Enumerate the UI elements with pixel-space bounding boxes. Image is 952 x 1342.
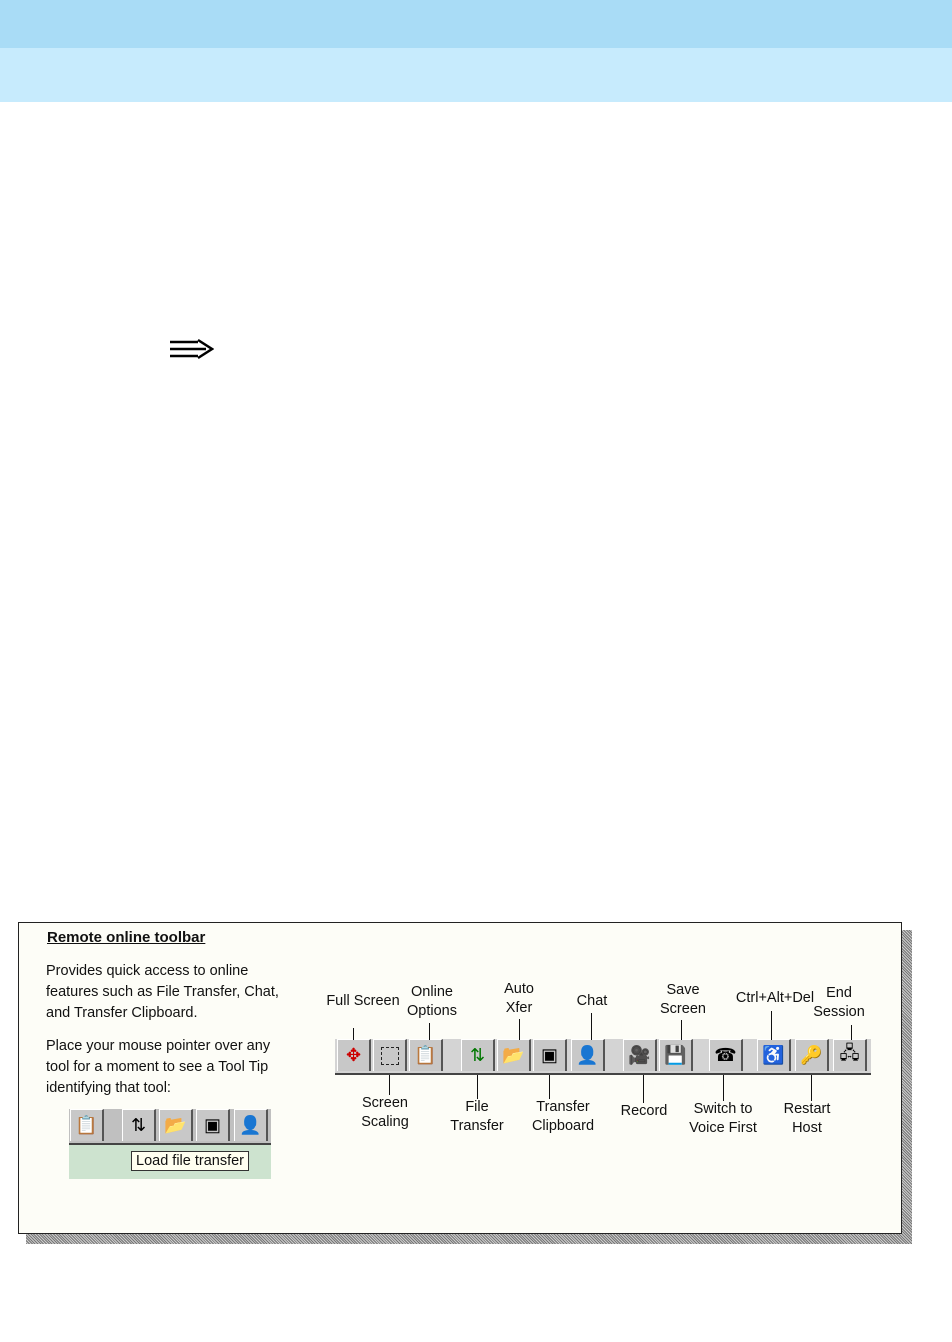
full-screen-button[interactable]: ✥ [337, 1039, 371, 1071]
leader-line [851, 1025, 852, 1040]
label-screen-scaling: Screen Scaling [361, 1095, 409, 1130]
header-bar [0, 0, 952, 48]
floppy-icon: 💾 [664, 1045, 687, 1065]
options-icon: 📋 [414, 1045, 437, 1065]
file-transfer-icon[interactable]: ⇅ [122, 1109, 156, 1141]
ctrl-alt-del-icon: ♿ [762, 1045, 785, 1065]
file-transfer-icon: ⇅ [469, 1045, 486, 1065]
leader-line [811, 1075, 812, 1101]
chat-icon: 👤 [576, 1045, 599, 1065]
label-online-options: Online Options [407, 984, 457, 1019]
label-transfer-clipboard: Transfer Clipboard [531, 1099, 595, 1134]
label-restart-host: Restart Host [783, 1101, 831, 1136]
screen-scaling-button[interactable] [373, 1039, 407, 1071]
auto-xfer-icon[interactable]: 📂 [159, 1109, 193, 1141]
leader-line [549, 1075, 550, 1099]
label-voice-first: Switch to Voice First [689, 1101, 757, 1136]
remote-toolbar: ✥ 📋 ⇅ 📂 ▣ 👤 🎥 💾 ☎ ♿ 🔑 🖧 [335, 1039, 871, 1075]
screen-scaling-icon [380, 1046, 399, 1065]
end-session-icon: 🖧 [839, 1042, 860, 1063]
note-arrow-icon [170, 338, 214, 360]
save-screen-button[interactable]: 💾 [659, 1039, 693, 1071]
leader-line [723, 1075, 724, 1101]
example-toolbar: 📋 ⇅ 📂 ▣ 👤 [69, 1109, 271, 1145]
label-record: Record [620, 1103, 668, 1119]
figure-title: Remote online toolbar [47, 929, 206, 946]
leader-line [771, 1011, 772, 1040]
ctrl-alt-del-button[interactable]: ♿ [757, 1039, 791, 1071]
leader-line [519, 1019, 520, 1040]
leader-line [477, 1075, 478, 1099]
full-screen-icon: ✥ [345, 1045, 362, 1065]
leader-line [353, 1028, 354, 1040]
label-auto-xfer: Auto Xfer [504, 981, 534, 1016]
online-options-button[interactable]: 📋 [409, 1039, 443, 1071]
leader-line [681, 1020, 682, 1040]
voice-first-button[interactable]: ☎ [709, 1039, 743, 1071]
leader-line [591, 1013, 592, 1040]
transfer-clipboard-button[interactable]: ▣ [533, 1039, 567, 1071]
chat-icon[interactable]: 👤 [234, 1109, 268, 1141]
leader-line [389, 1075, 390, 1095]
record-button[interactable]: 🎥 [623, 1039, 657, 1071]
leader-line [429, 1023, 430, 1040]
camera-icon: 🎥 [628, 1045, 651, 1065]
end-session-button[interactable]: 🖧 [833, 1039, 867, 1071]
restart-host-button[interactable]: 🔑 [795, 1039, 829, 1071]
clipboard-icon: ▣ [540, 1045, 558, 1065]
clipboard-icon[interactable]: ▣ [196, 1109, 230, 1141]
key-icon: 🔑 [800, 1045, 823, 1065]
label-ctrl-alt-del: Ctrl+Alt+Del [735, 990, 815, 1006]
leader-line [643, 1075, 644, 1103]
tooltip: Load file transfer [131, 1151, 250, 1171]
options-icon[interactable]: 📋 [70, 1109, 104, 1141]
subheader-bar [0, 48, 952, 102]
label-chat: Chat [576, 993, 608, 1009]
phone-icon: ☎ [714, 1045, 737, 1065]
auto-xfer-icon: 📂 [502, 1045, 525, 1065]
toolbar-figure: Remote online toolbar Provides quick acc… [18, 922, 902, 1234]
figure-description: Provides quick access to online features… [46, 963, 279, 1021]
file-transfer-button[interactable]: ⇅ [461, 1039, 495, 1071]
chat-button[interactable]: 👤 [571, 1039, 605, 1071]
label-end-session: End Session [813, 985, 865, 1020]
figure-instruction: Place your mouse pointer over any tool f… [46, 1038, 271, 1096]
auto-xfer-button[interactable]: 📂 [497, 1039, 531, 1071]
label-full-screen: Full Screen [326, 993, 400, 1009]
label-file-transfer: File Transfer [450, 1099, 504, 1134]
label-save-screen: Save Screen [660, 982, 706, 1017]
